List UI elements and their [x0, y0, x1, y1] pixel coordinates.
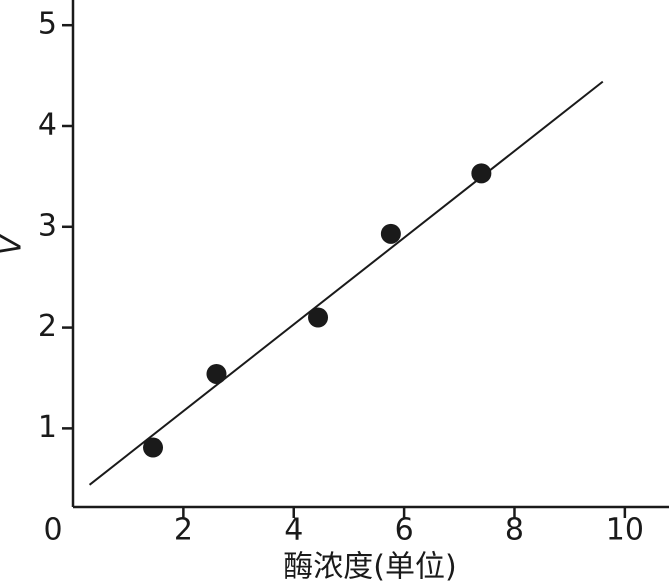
y-axis-label: V	[0, 232, 29, 255]
y-tick-label: 5	[38, 7, 57, 42]
data-point	[471, 163, 492, 184]
x-tick-label: 4	[284, 513, 303, 548]
x-tick-label: 10	[606, 513, 644, 548]
x-tick-label: 2	[174, 513, 193, 548]
fit-line	[88, 80, 604, 486]
y-tick-label: 2	[38, 309, 57, 344]
y-tick-label: 3	[38, 208, 57, 243]
y-tick-label: 1	[38, 410, 57, 445]
x-tick-label: 8	[505, 513, 524, 548]
data-point	[143, 437, 164, 458]
x-tick-label: 0	[43, 513, 62, 548]
data-point	[308, 307, 329, 328]
x-tick-label: 6	[395, 513, 414, 548]
data-point	[380, 223, 401, 244]
data-point	[206, 363, 227, 384]
x-axis-label: 酶浓度(单位)	[283, 550, 456, 585]
y-tick-label: 4	[38, 107, 57, 142]
